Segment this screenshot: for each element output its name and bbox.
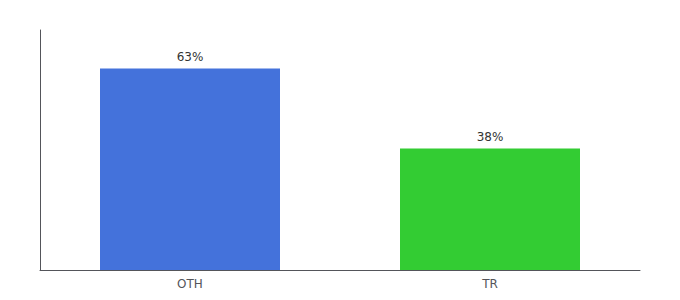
svg-text:63%: 63% xyxy=(177,50,204,64)
svg-text:TR: TR xyxy=(481,277,498,291)
svg-text:38%: 38% xyxy=(477,130,504,144)
svg-text:OTH: OTH xyxy=(177,277,203,291)
